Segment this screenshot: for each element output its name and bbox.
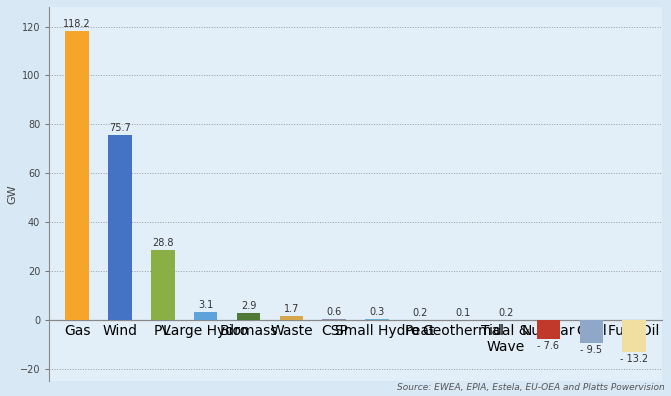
Text: 3.1: 3.1 <box>198 301 213 310</box>
Text: 118.2: 118.2 <box>63 19 91 29</box>
Text: 28.8: 28.8 <box>152 238 174 248</box>
Text: - 13.2: - 13.2 <box>620 354 648 364</box>
Text: Source: EWEA, EPIA, Estela, EU-OEA and Platts Powervision: Source: EWEA, EPIA, Estela, EU-OEA and P… <box>397 383 664 392</box>
Bar <box>237 313 260 320</box>
Bar <box>151 249 174 320</box>
Bar <box>580 320 603 343</box>
Text: 0.2: 0.2 <box>412 308 427 318</box>
Y-axis label: GW: GW <box>7 184 17 204</box>
Text: 0.2: 0.2 <box>498 308 513 318</box>
Text: 75.7: 75.7 <box>109 123 131 133</box>
Bar <box>65 31 89 320</box>
Bar <box>323 318 346 320</box>
Text: 0.3: 0.3 <box>370 307 384 317</box>
Bar <box>194 312 217 320</box>
Bar <box>537 320 560 339</box>
Text: 0.6: 0.6 <box>327 307 342 316</box>
Bar <box>280 316 303 320</box>
Text: - 7.6: - 7.6 <box>537 341 560 350</box>
Text: - 9.5: - 9.5 <box>580 345 603 355</box>
Text: 1.7: 1.7 <box>284 304 299 314</box>
Bar <box>623 320 646 352</box>
Bar <box>365 319 389 320</box>
Text: 2.9: 2.9 <box>241 301 256 311</box>
Bar <box>108 135 132 320</box>
Text: 0.1: 0.1 <box>455 308 470 318</box>
